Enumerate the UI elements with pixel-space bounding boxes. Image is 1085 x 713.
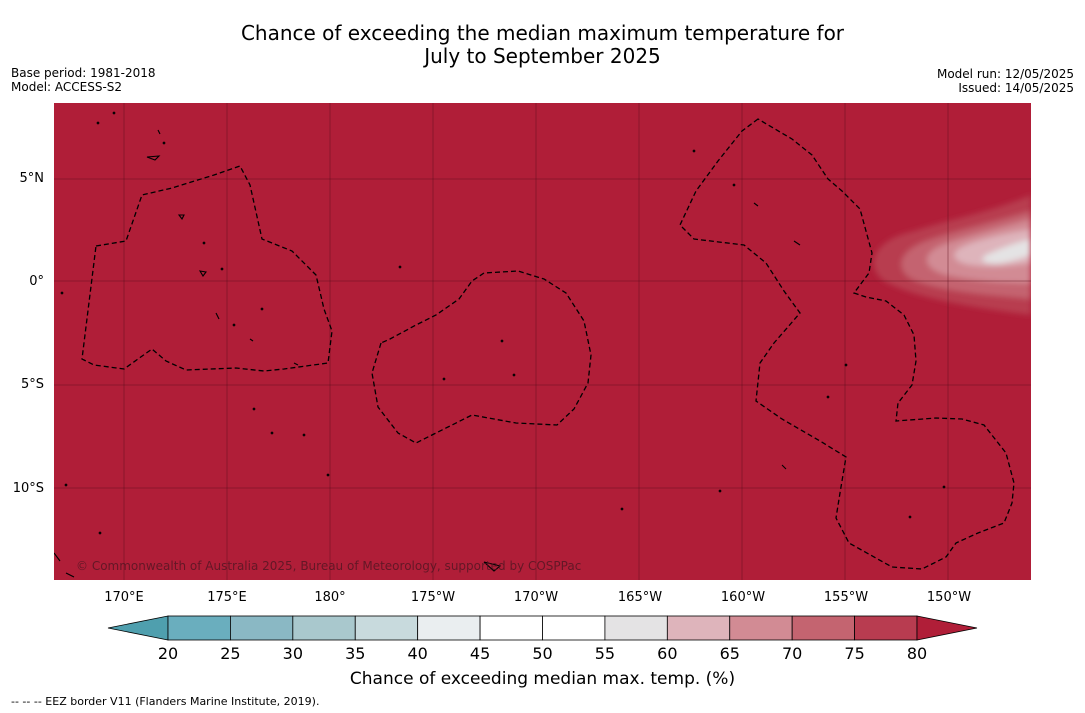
issued-date: Issued: 14/05/2025 [958, 81, 1074, 95]
colorbar-segment [854, 615, 918, 641]
colorbar-segment [542, 615, 606, 641]
colorbar-segment [604, 615, 668, 641]
colorbar-segment [292, 615, 356, 641]
colorbar-tick-label: 25 [220, 644, 241, 663]
meta-right: Model run: 12/05/2025 Issued: 14/05/2025 [937, 67, 1074, 95]
forecast-map [54, 103, 1031, 580]
meta-left: Base period: 1981-2018 Model: ACCESS-S2 [11, 66, 156, 94]
lat-label-5s: 5°S [20, 377, 44, 392]
model-run: Model run: 12/05/2025 [936, 67, 1074, 81]
colorbar-tick-label: 65 [719, 644, 740, 663]
eez-footnote: -- -- -- EEZ border V11 (Flanders Marine… [11, 695, 320, 708]
probability-plume [873, 195, 1031, 315]
colorbar-tick-label: 35 [345, 644, 366, 663]
colorbar-segments [107, 615, 978, 641]
colorbar-segment [417, 615, 481, 641]
lon-label-180: 180° [314, 590, 346, 605]
lon-label-175w: 175°W [410, 590, 456, 605]
lon-label-160w: 160°W [720, 590, 766, 605]
colorbar-label: Chance of exceeding median max. temp. (%… [349, 669, 736, 689]
colorbar-tick-label: 40 [407, 644, 428, 663]
map-canvas [54, 103, 1031, 580]
colorbar-tick-label: 50 [532, 644, 553, 663]
copyright-notice: © Commonwealth of Australia 2025, Bureau… [76, 559, 582, 573]
eez-border-line-islands [679, 118, 1015, 570]
lat-label-5n: 5°N [19, 171, 45, 186]
colorbar-tick-label: 60 [657, 644, 678, 663]
lon-label-150w: 150°W [926, 590, 972, 605]
colorbar-segment [354, 615, 419, 641]
colorbar-segment [791, 615, 855, 641]
map-background [54, 103, 1031, 580]
title-line-2: July to September 2025 [424, 44, 661, 68]
colorbar-tick-label: 55 [594, 644, 616, 663]
colorbar [107, 615, 978, 641]
colorbar-segment [729, 615, 793, 641]
colorbar-extend-low [107, 615, 169, 641]
lon-label-165w: 165°W [617, 590, 663, 605]
map-title: Chance of exceeding the median maximum t… [0, 22, 1085, 68]
model-name: Model: ACCESS-S2 [11, 80, 123, 94]
lon-label-175e: 175°E [207, 590, 247, 605]
colorbar-tick-label: 75 [844, 644, 865, 663]
lon-label-170e: 170°E [104, 590, 144, 605]
colorbar-tick-label: 80 [906, 644, 928, 663]
colorbar-tick-label: 70 [781, 644, 803, 663]
eez-border-tokelau [371, 270, 592, 444]
colorbar-tick-label: 30 [282, 644, 303, 663]
colorbar-segment [666, 615, 731, 641]
lat-label-0: 0° [29, 274, 44, 289]
lon-label-155w: 155°W [823, 590, 869, 605]
title-line-1: Chance of exceeding the median maximum t… [240, 21, 845, 45]
base-period: Base period: 1981-2018 [11, 66, 156, 80]
colorbar-tick-label: 20 [157, 644, 179, 663]
lat-label-10s: 10°S [12, 481, 44, 496]
eez-borders [81, 118, 1015, 570]
eez-border-tuvalu-kiribati-west [81, 165, 333, 372]
island-specks [54, 111, 946, 578]
graticule [54, 103, 1031, 580]
colorbar-segment [479, 615, 543, 641]
colorbar-tick-label: 45 [469, 644, 491, 663]
lon-label-170w: 170°W [513, 590, 559, 605]
colorbar-segment [230, 615, 294, 641]
colorbar-extend-high [916, 615, 978, 641]
colorbar-segment [167, 615, 231, 641]
